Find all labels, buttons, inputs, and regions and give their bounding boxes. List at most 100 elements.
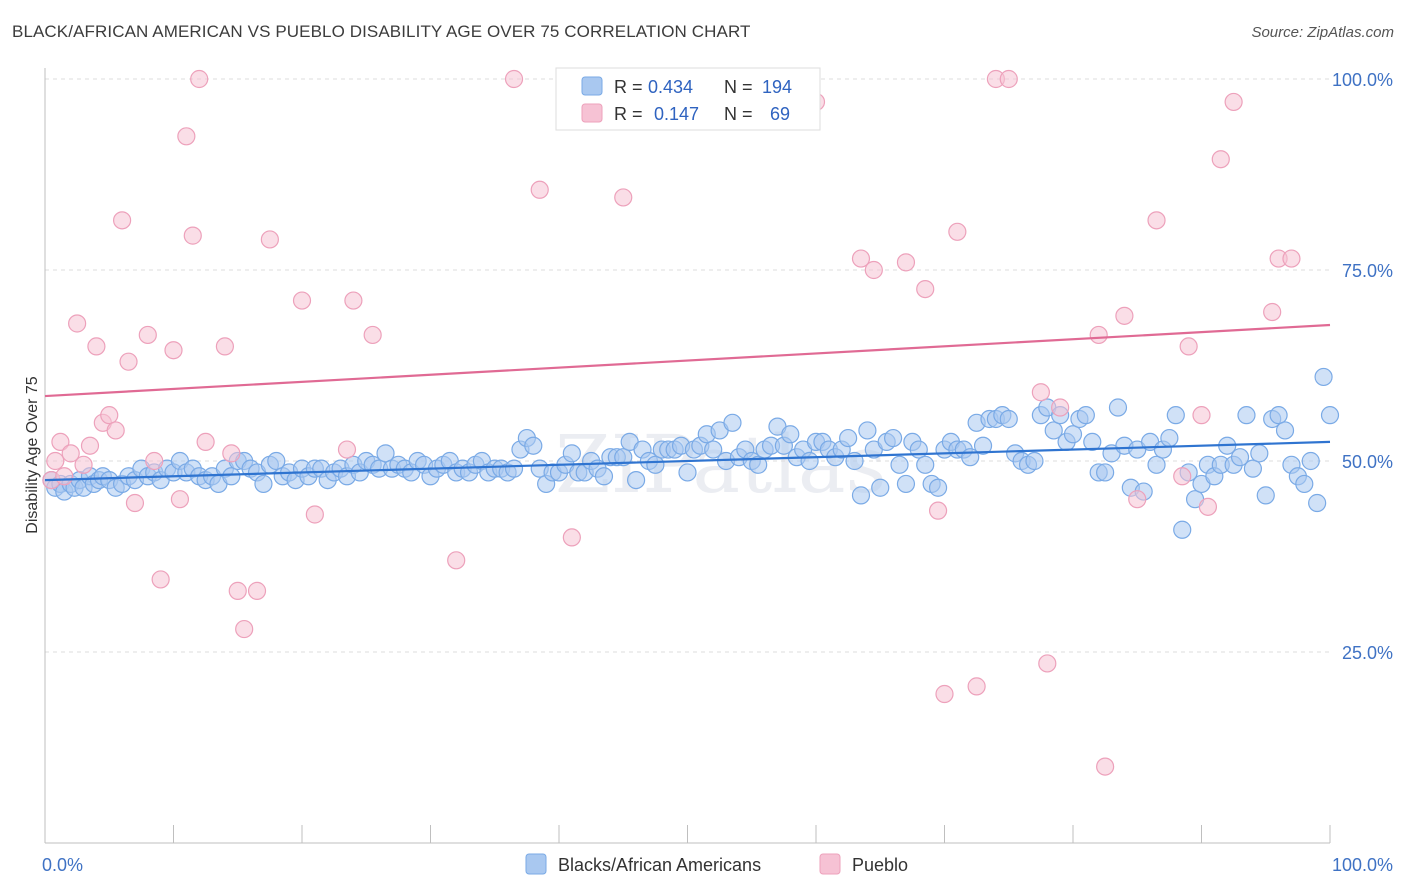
point-pueblo — [928, 501, 948, 520]
point-blacks — [1256, 486, 1275, 505]
point-blacks — [851, 486, 871, 505]
point-blacks — [1083, 432, 1102, 451]
point-blacks — [890, 455, 909, 474]
point-blacks — [524, 436, 543, 455]
legend-label-blacks: Blacks/African Americans — [558, 855, 761, 875]
point-pueblo — [183, 226, 202, 245]
stats-n-label-pueblo: N = — [724, 104, 753, 124]
point-blacks — [909, 440, 928, 459]
point-pueblo — [1173, 467, 1192, 486]
series-pueblo-points — [42, 69, 1301, 776]
point-pueblo — [112, 211, 132, 230]
point-blacks — [1166, 406, 1185, 425]
point-blacks — [1025, 451, 1044, 471]
point-pueblo — [1051, 398, 1070, 417]
point-pueblo — [935, 684, 954, 704]
point-blacks — [1308, 493, 1327, 513]
bottom-legend: Blacks/African Americans Pueblo — [525, 853, 908, 875]
x-tick-labels: 0.0% 100.0% — [42, 855, 1393, 875]
point-pueblo — [46, 451, 65, 471]
legend-swatch-blacks — [525, 853, 547, 875]
y-tick-label: 25.0% — [1342, 643, 1393, 663]
point-blacks — [678, 463, 697, 482]
point-pueblo — [305, 505, 324, 524]
point-blacks — [928, 478, 948, 497]
point-pueblo — [999, 69, 1018, 89]
legend-swatch-pueblo — [819, 853, 841, 875]
x-tick-label-max: 100.0% — [1332, 855, 1393, 875]
point-pueblo — [1192, 406, 1211, 425]
stats-n-value-pueblo: 69 — [770, 104, 790, 124]
point-pueblo — [344, 291, 363, 310]
point-pueblo — [164, 341, 183, 360]
point-pueblo — [106, 421, 125, 440]
point-blacks — [1096, 463, 1115, 482]
point-blacks — [376, 444, 395, 463]
point-blacks — [1044, 421, 1063, 440]
point-pueblo — [215, 337, 234, 356]
point-blacks — [1269, 406, 1288, 425]
point-blacks — [723, 413, 742, 432]
point-pueblo — [100, 406, 119, 425]
trend-line-blacks — [44, 440, 1331, 482]
point-blacks — [267, 451, 286, 471]
point-pueblo — [1211, 150, 1230, 169]
stats-n-value-blacks: 194 — [762, 77, 792, 97]
point-pueblo — [247, 581, 267, 600]
point-pueblo — [1198, 497, 1218, 516]
point-blacks — [1301, 451, 1320, 471]
point-pueblo — [87, 337, 106, 356]
stats-r-value-pueblo: 0.147 — [654, 104, 699, 124]
point-pueblo — [562, 528, 581, 547]
point-pueblo — [1115, 306, 1134, 325]
point-pueblo — [151, 570, 170, 589]
stats-swatch-blacks — [581, 76, 603, 96]
point-pueblo — [504, 69, 524, 89]
point-pueblo — [337, 440, 357, 459]
point-pueblo — [1179, 337, 1198, 356]
point-pueblo — [1128, 490, 1147, 509]
point-blacks — [1160, 428, 1179, 448]
point-blacks — [254, 474, 273, 494]
point-pueblo — [1031, 383, 1050, 402]
point-pueblo — [1096, 757, 1115, 776]
point-pueblo — [948, 222, 967, 241]
point-pueblo — [530, 180, 549, 199]
chart-title: BLACK/AFRICAN AMERICAN VS PUEBLO DISABIL… — [12, 22, 751, 41]
point-pueblo — [125, 493, 145, 513]
point-blacks — [749, 455, 768, 474]
point-blacks — [916, 455, 935, 474]
point-pueblo — [74, 455, 93, 474]
point-pueblo — [228, 581, 247, 600]
point-blacks — [839, 428, 858, 448]
stats-r-label-blacks: R = — [614, 77, 643, 97]
stats-r-value-blacks: 0.434 — [648, 77, 693, 97]
point-blacks — [626, 471, 646, 490]
point-pueblo — [222, 444, 241, 463]
point-blacks — [883, 428, 903, 448]
point-pueblo — [1038, 654, 1057, 673]
point-pueblo — [51, 432, 70, 451]
point-pueblo — [363, 325, 382, 345]
point-pueblo — [145, 451, 164, 471]
y-tick-label: 50.0% — [1342, 452, 1393, 472]
trend-lines — [44, 323, 1331, 482]
y-tick-label: 100.0% — [1332, 70, 1393, 90]
point-blacks — [1230, 448, 1250, 467]
point-blacks — [1250, 444, 1269, 463]
gridlines — [45, 78, 1330, 653]
point-pueblo — [864, 260, 883, 280]
point-blacks — [1237, 406, 1256, 425]
point-pueblo — [916, 280, 935, 299]
point-blacks — [562, 444, 581, 463]
point-pueblo — [61, 444, 80, 463]
point-blacks — [1320, 406, 1340, 425]
point-blacks — [646, 455, 665, 474]
point-pueblo — [190, 69, 209, 89]
point-blacks — [781, 425, 800, 444]
point-pueblo — [1263, 302, 1282, 322]
point-pueblo — [614, 188, 633, 207]
point-pueblo — [55, 467, 74, 486]
point-pueblo — [138, 325, 157, 345]
point-pueblo — [447, 551, 466, 570]
